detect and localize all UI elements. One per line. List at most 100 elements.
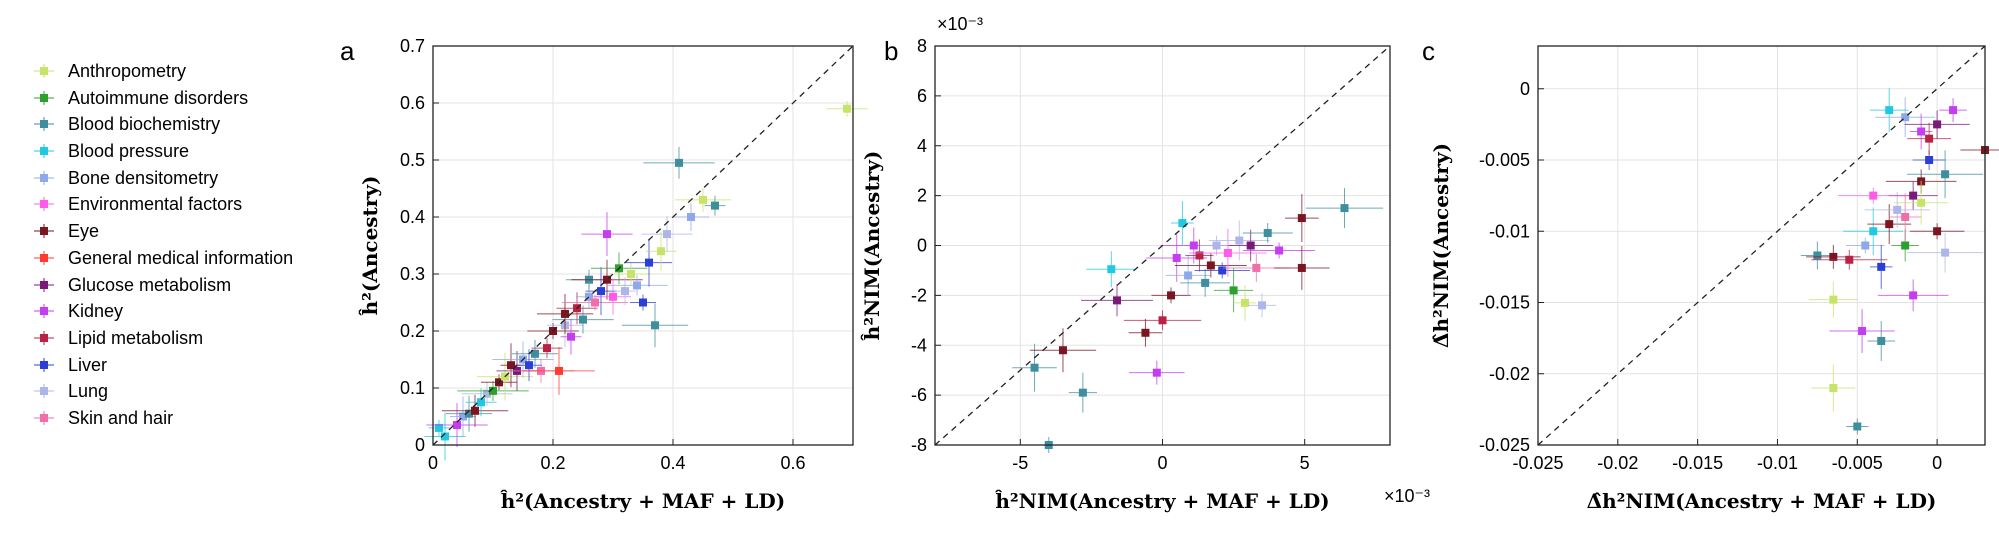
data-point — [1909, 291, 1918, 300]
legend-label: Autoimmune disorders — [68, 87, 249, 108]
y-tick-label: 0.4 — [400, 207, 425, 227]
legend-label: Environmental factors — [68, 194, 243, 215]
legend-label: Blood pressure — [68, 141, 190, 162]
data-point — [525, 361, 533, 370]
data-point — [1229, 286, 1238, 295]
panel-letter: a — [340, 36, 355, 66]
legend-label: Blood biochemistry — [68, 114, 221, 135]
data-point — [699, 195, 707, 204]
data-point — [585, 292, 593, 301]
data-point — [483, 389, 491, 398]
data-point — [1933, 227, 1942, 236]
legend-label: Lung — [68, 381, 109, 402]
x-tick-label: 0 — [1932, 453, 1942, 473]
data-point — [675, 158, 683, 167]
legend-label: Eye — [68, 221, 100, 242]
y-tick-label: 0 — [1520, 79, 1530, 99]
data-point — [1869, 191, 1878, 200]
data-point — [1925, 156, 1934, 164]
x-tick-label: -0.025 — [1512, 453, 1563, 473]
data-point — [597, 287, 605, 296]
data-point — [1858, 327, 1867, 335]
y-axis-label: ĥ²(Ancestry) — [358, 176, 382, 317]
data-point — [1917, 198, 1926, 207]
legend-marker — [34, 170, 54, 185]
data-point — [453, 421, 461, 430]
legend-item: Environmental factors — [30, 191, 350, 218]
x-tick-label: 0.2 — [540, 453, 565, 473]
legend-label: Skin and hair — [68, 407, 174, 428]
data-point — [1189, 241, 1198, 250]
legend-marker — [34, 410, 54, 425]
data-point — [1252, 263, 1261, 272]
data-point — [1158, 316, 1167, 325]
data-point — [435, 423, 443, 432]
data-point — [639, 298, 647, 307]
data-point — [1901, 113, 1910, 122]
y-axis-label: ĥ²NIM(Ancestry) — [860, 151, 884, 342]
legend-label: Liver — [68, 354, 108, 375]
chart-panel-c: -0.025 -0.02 -0.015 -0.01 -0.005 0 -0.025 -0.02… — [1422, 36, 1999, 513]
chart-panel-a: 0 0.2 0.4 0.6 0 0.1 0.2 0.3 0.4 0.5 0.6 0.7 a ĥ²(Ance… — [340, 36, 868, 513]
y-tick-label: -0.02 — [1489, 364, 1530, 384]
data-point — [1184, 271, 1193, 280]
legend-item: General medical information — [30, 245, 350, 272]
x-tick-label: 5 — [1300, 453, 1310, 473]
x-tick-label: -5 — [1012, 453, 1028, 473]
x-scale-label: ×10⁻³ — [1384, 486, 1430, 506]
y-tick-label: 8 — [917, 36, 927, 56]
data-point — [609, 292, 617, 301]
data-point — [657, 247, 665, 256]
legend-label: Anthropometry — [68, 61, 187, 81]
legend-item: Eye — [30, 218, 350, 245]
y-tick-label: 0 — [917, 236, 927, 256]
y-tick-label: 6 — [917, 86, 927, 106]
data-point — [1877, 336, 1886, 345]
legend-item: Autoimmune disorders — [30, 85, 350, 112]
data-point — [1813, 251, 1822, 260]
data-point — [555, 366, 563, 375]
data-point — [1941, 170, 1950, 179]
diagonal-line — [1537, 45, 1986, 446]
data-point — [1152, 368, 1161, 377]
data-point — [1297, 263, 1306, 272]
data-point — [1246, 241, 1255, 250]
data-point — [1212, 241, 1221, 250]
x-tick-label: -0.005 — [1832, 453, 1883, 473]
data-point — [1901, 241, 1910, 250]
y-tick-label: 0.6 — [400, 93, 425, 113]
y-tick-label: 0 — [415, 435, 425, 455]
data-point — [1107, 265, 1116, 274]
legend-marker — [34, 90, 54, 105]
y-tick-label: -2 — [911, 285, 927, 305]
data-point — [1263, 229, 1272, 238]
x-tick-label: 0 — [428, 453, 438, 473]
y-axis-label: Δ̂h²NIM(Ancestry) — [1429, 143, 1453, 348]
data-point — [1845, 255, 1854, 264]
data-point — [561, 309, 569, 318]
legend-label: Bone densitometry — [68, 167, 219, 188]
data-point — [687, 213, 695, 221]
data-point — [1861, 241, 1870, 250]
data-point — [471, 406, 479, 415]
data-point — [567, 332, 575, 341]
data-point — [1869, 227, 1878, 236]
panel-letter: b — [884, 36, 898, 66]
legend-item: Bone densitometry — [30, 165, 350, 192]
data-point — [1258, 301, 1267, 310]
data-point — [1113, 296, 1121, 305]
legend-item: Anthropometry — [30, 58, 350, 85]
data-point — [1941, 248, 1950, 257]
data-point — [1218, 266, 1227, 275]
x-tick-label: -0.015 — [1672, 453, 1723, 473]
data-point — [603, 230, 611, 239]
data-point — [621, 287, 629, 296]
data-point — [465, 409, 473, 418]
y-tick-label: -4 — [911, 335, 927, 355]
legend-marker — [34, 144, 54, 159]
y-tick-label: -6 — [911, 385, 927, 405]
legend-item: Skin and hair — [30, 405, 350, 432]
data-point — [1235, 236, 1244, 245]
legend-item: Blood pressure — [30, 138, 350, 165]
